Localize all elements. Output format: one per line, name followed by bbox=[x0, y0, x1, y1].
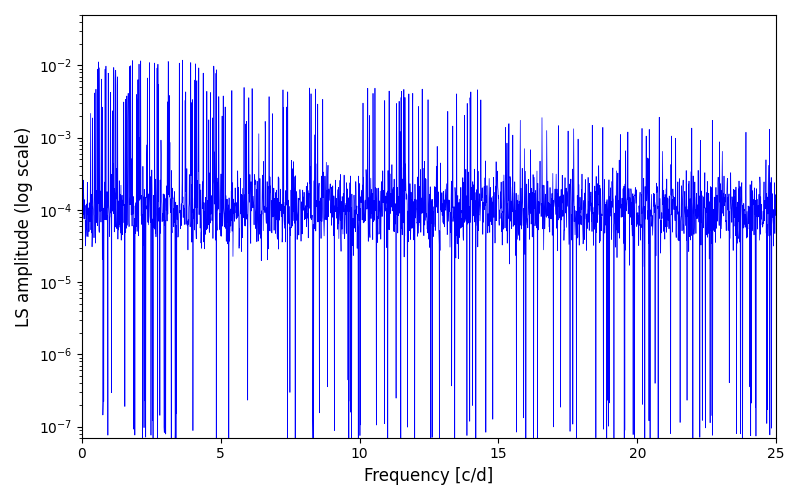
X-axis label: Frequency [c/d]: Frequency [c/d] bbox=[364, 467, 494, 485]
Y-axis label: LS amplitude (log scale): LS amplitude (log scale) bbox=[15, 126, 33, 326]
